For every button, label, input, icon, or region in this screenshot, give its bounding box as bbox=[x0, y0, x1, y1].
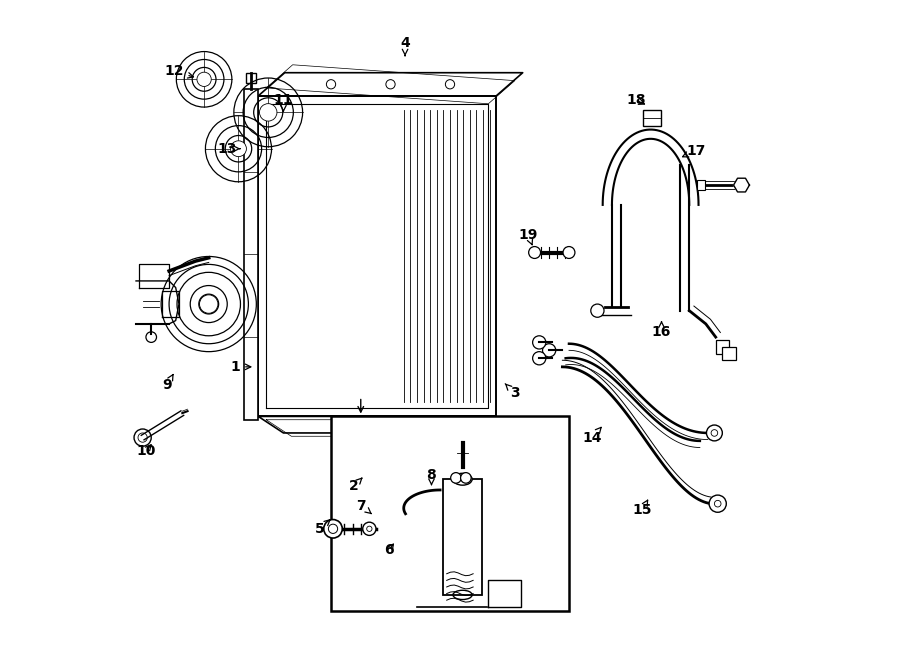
Bar bbox=[716, 340, 729, 354]
Text: 3: 3 bbox=[505, 383, 519, 401]
Polygon shape bbox=[603, 130, 698, 205]
Text: 16: 16 bbox=[652, 322, 671, 339]
Text: 1: 1 bbox=[230, 360, 251, 374]
Polygon shape bbox=[734, 178, 750, 192]
Circle shape bbox=[259, 104, 277, 121]
Circle shape bbox=[563, 247, 575, 258]
Circle shape bbox=[533, 352, 545, 365]
Polygon shape bbox=[489, 580, 521, 607]
Bar bbox=[723, 347, 735, 360]
Text: 5: 5 bbox=[315, 520, 330, 536]
Bar bbox=[444, 479, 482, 595]
Bar bbox=[244, 89, 258, 420]
Text: 18: 18 bbox=[626, 93, 646, 108]
Text: 2: 2 bbox=[349, 478, 362, 493]
Polygon shape bbox=[136, 281, 179, 324]
Ellipse shape bbox=[453, 473, 472, 485]
Text: 12: 12 bbox=[164, 64, 194, 79]
Bar bbox=[331, 416, 569, 611]
Polygon shape bbox=[163, 291, 179, 317]
Circle shape bbox=[590, 304, 604, 317]
Text: 13: 13 bbox=[218, 141, 239, 156]
Text: 14: 14 bbox=[582, 427, 602, 445]
Text: 8: 8 bbox=[427, 467, 436, 485]
Polygon shape bbox=[258, 96, 496, 416]
Circle shape bbox=[543, 344, 556, 357]
Polygon shape bbox=[258, 73, 523, 96]
Text: 7: 7 bbox=[356, 498, 372, 514]
Circle shape bbox=[709, 495, 726, 512]
Text: 11: 11 bbox=[274, 93, 293, 111]
Text: 10: 10 bbox=[136, 444, 156, 458]
Polygon shape bbox=[140, 264, 169, 288]
Text: 9: 9 bbox=[162, 375, 173, 392]
Circle shape bbox=[363, 522, 376, 535]
Circle shape bbox=[451, 473, 461, 483]
Text: 6: 6 bbox=[384, 543, 394, 557]
Circle shape bbox=[528, 247, 541, 258]
Polygon shape bbox=[258, 416, 521, 433]
Circle shape bbox=[533, 336, 545, 349]
Circle shape bbox=[324, 520, 342, 538]
Bar bbox=[246, 73, 256, 83]
Text: 15: 15 bbox=[632, 500, 652, 518]
Circle shape bbox=[197, 72, 211, 87]
Circle shape bbox=[230, 141, 247, 157]
Circle shape bbox=[134, 429, 151, 446]
Circle shape bbox=[706, 425, 723, 441]
Text: 4: 4 bbox=[400, 36, 410, 56]
Bar bbox=[643, 110, 662, 126]
Bar bbox=[698, 180, 705, 190]
Text: 19: 19 bbox=[518, 227, 537, 245]
Text: 17: 17 bbox=[682, 143, 706, 158]
Circle shape bbox=[200, 295, 218, 313]
Circle shape bbox=[461, 473, 472, 483]
